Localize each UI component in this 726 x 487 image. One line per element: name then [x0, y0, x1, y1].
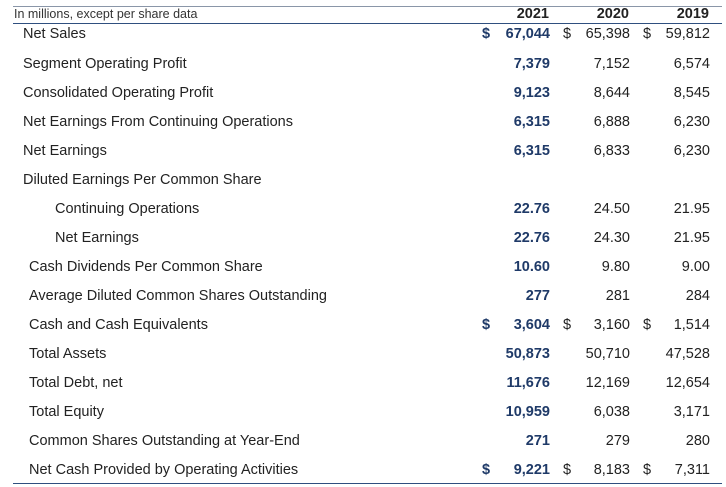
value-2020: 24.50 — [593, 201, 630, 217]
value-2020: 3,160 — [593, 317, 630, 333]
value-2019: 1,514 — [673, 317, 710, 333]
row-label: Net Earnings — [55, 230, 139, 246]
value-2019: 6,574 — [673, 56, 710, 72]
value-2021: 67,044 — [505, 26, 550, 42]
header-rule — [13, 23, 722, 24]
year-2019-header: 2019 — [676, 6, 709, 22]
row-label: Average Diluted Common Shares Outstandin… — [29, 288, 327, 304]
value-2019: 6,230 — [673, 143, 710, 159]
table-row-net-earnings: Net Earnings 6,315 6,833 6,230 — [0, 141, 726, 161]
value-2019: 12,654 — [665, 375, 710, 391]
value-2020: 281 — [605, 288, 630, 304]
value-2021: 6,315 — [513, 143, 550, 159]
value-2019: 280 — [685, 433, 710, 449]
table-row-operating-cash-flow: Net Cash Provided by Operating Activitie… — [0, 460, 726, 480]
table-row-cash-equivalents: Cash and Cash Equivalents $ 3,604 $ 3,16… — [0, 315, 726, 335]
value-2020: 7,152 — [593, 56, 630, 72]
row-label: Cash and Cash Equivalents — [29, 317, 208, 333]
table-row-total-equity: Total Equity 10,959 6,038 3,171 — [0, 402, 726, 422]
value-2020: 6,888 — [593, 114, 630, 130]
currency-2019: $ — [643, 462, 652, 478]
table-row-eps-net-earnings: Net Earnings 22.76 24.30 21.95 — [0, 228, 726, 248]
currency-2020: $ — [563, 26, 572, 42]
value-2020: 65,398 — [585, 26, 630, 42]
year-2020-header: 2020 — [596, 6, 629, 22]
row-label: Cash Dividends Per Common Share — [29, 259, 263, 275]
value-2021: 50,873 — [505, 346, 550, 362]
row-label: Diluted Earnings Per Common Share — [23, 172, 262, 188]
row-label: Total Debt, net — [29, 375, 123, 391]
top-rule — [13, 6, 722, 7]
row-label: Net Earnings — [23, 143, 107, 159]
value-2019: 284 — [685, 288, 710, 304]
value-2019: 21.95 — [673, 201, 710, 217]
value-2021: 22.76 — [513, 201, 550, 217]
table-row-segment-operating-profit: Segment Operating Profit 7,379 7,152 6,5… — [0, 54, 726, 74]
currency-2021: $ — [482, 317, 491, 333]
value-2021: 9,221 — [513, 462, 550, 478]
value-2020: 6,038 — [593, 404, 630, 420]
table-row-total-assets: Total Assets 50,873 50,710 47,528 — [0, 344, 726, 364]
row-label: Total Assets — [29, 346, 107, 362]
value-2021: 7,379 — [513, 56, 550, 72]
row-label: Net Cash Provided by Operating Activitie… — [29, 462, 299, 478]
value-2020: 50,710 — [585, 346, 630, 362]
value-2021: 10,959 — [505, 404, 550, 420]
value-2019: 47,528 — [665, 346, 710, 362]
row-label: Continuing Operations — [55, 201, 200, 217]
value-2021: 271 — [525, 433, 550, 449]
value-2021: 11,676 — [506, 375, 550, 391]
value-2020: 8,183 — [593, 462, 630, 478]
currency-2021: $ — [482, 462, 491, 478]
value-2019: 9.00 — [681, 259, 710, 275]
currency-2019: $ — [643, 317, 652, 333]
value-2021: 6,315 — [513, 114, 550, 130]
row-label: Consolidated Operating Profit — [23, 85, 214, 101]
value-2021: 22.76 — [513, 230, 550, 246]
value-2020: 279 — [605, 433, 630, 449]
value-2019: 21.95 — [673, 230, 710, 246]
table-row-net-earnings-continuing: Net Earnings From Continuing Operations … — [0, 112, 726, 132]
row-label: Net Sales — [23, 26, 86, 42]
value-2020: 6,833 — [593, 143, 630, 159]
row-label: Common Shares Outstanding at Year-End — [29, 433, 300, 449]
value-2019: 8,545 — [673, 85, 710, 101]
value-2020: 12,169 — [585, 375, 630, 391]
table-row-diluted-eps-heading: Diluted Earnings Per Common Share — [0, 170, 726, 190]
value-2019: 6,230 — [673, 114, 710, 130]
currency-2021: $ — [482, 26, 491, 42]
value-2021: 3,604 — [513, 317, 550, 333]
currency-2019: $ — [643, 26, 652, 42]
value-2020: 24.30 — [593, 230, 630, 246]
value-2019: 3,171 — [673, 404, 710, 420]
value-2021: 9,123 — [513, 85, 550, 101]
bottom-rule — [13, 483, 722, 484]
table-row-shares-outstanding: Common Shares Outstanding at Year-End 27… — [0, 431, 726, 451]
currency-2020: $ — [563, 462, 572, 478]
table-row-consolidated-operating-profit: Consolidated Operating Profit 9,123 8,64… — [0, 83, 726, 103]
row-label: Total Equity — [29, 404, 104, 420]
value-2019: 59,812 — [665, 26, 710, 42]
table-row-avg-diluted-shares: Average Diluted Common Shares Outstandin… — [0, 286, 726, 306]
value-2019: 7,311 — [674, 462, 710, 478]
row-label: Net Earnings From Continuing Operations — [23, 114, 293, 130]
table-row-cash-dividends: Cash Dividends Per Common Share 10.60 9.… — [0, 257, 726, 277]
value-2020: 9.80 — [601, 259, 630, 275]
table-row-net-sales: Net Sales $ 67,044 $ 65,398 $ 59,812 — [0, 24, 726, 44]
currency-2020: $ — [563, 317, 572, 333]
value-2020: 8,644 — [593, 85, 630, 101]
table-row-total-debt: Total Debt, net 11,676 12,169 12,654 — [0, 373, 726, 393]
year-2021-header: 2021 — [516, 6, 549, 22]
table-row-continuing-operations: Continuing Operations 22.76 24.50 21.95 — [0, 199, 726, 219]
header-label: In millions, except per share data — [14, 7, 198, 21]
value-2021: 277 — [525, 288, 550, 304]
value-2021: 10.60 — [513, 259, 550, 275]
row-label: Segment Operating Profit — [23, 56, 187, 72]
